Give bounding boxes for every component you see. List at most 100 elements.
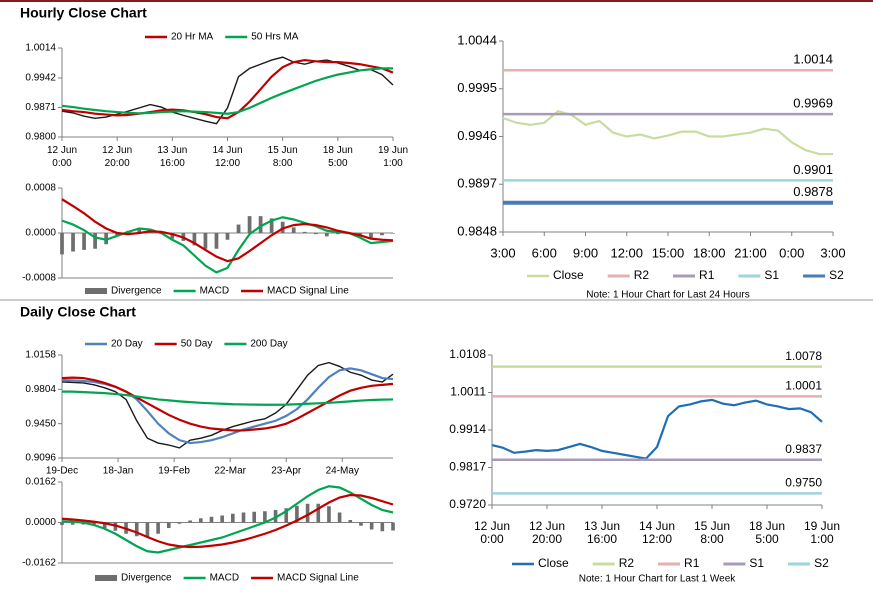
level-label: 0.9837 [785, 442, 822, 456]
divergence-bar [134, 522, 139, 537]
y-tick-label: 0.9946 [457, 128, 497, 143]
divergence-bar [156, 522, 160, 534]
level-label: 1.0001 [785, 379, 822, 393]
y-tick-label: 0.9995 [457, 80, 497, 95]
divergence-bar [337, 512, 342, 523]
x-tick-label: 12:00 [610, 245, 643, 260]
y-tick-label: 1.0108 [449, 347, 486, 361]
section-title: Hourly Close Chart [20, 5, 147, 21]
level-label: 1.0014 [793, 52, 833, 67]
divergence-bar [291, 227, 296, 233]
divergence-bar [284, 508, 289, 523]
series-line [61, 367, 394, 445]
series-line [61, 376, 394, 432]
legend-label: 200 Day [250, 339, 287, 350]
divergence-bar [82, 233, 86, 250]
x-tick-label: 0:00 [779, 245, 804, 260]
x-tick-label: 12 Jun 0:00 [474, 519, 510, 546]
legend-label: R2 [634, 268, 650, 282]
series-line [61, 485, 394, 554]
y-tick-label: 0.9871 [25, 102, 56, 113]
legend-label: 50 Day [181, 339, 213, 350]
x-tick-label: 19 Jun 1:00 [378, 145, 408, 169]
x-tick-label: 12 Jun 20:00 [102, 145, 132, 169]
legend-label: 50 Hrs MA [251, 32, 299, 43]
divergence-bar [302, 231, 307, 233]
legend-label: Close [553, 268, 584, 282]
divergence-bar [358, 233, 362, 236]
series-line [491, 398, 823, 460]
x-tick-label: 13 Jun 16:00 [157, 145, 187, 169]
divergence-bar [231, 513, 235, 523]
x-tick-label: 15:00 [652, 245, 685, 260]
legend-label: R1 [699, 268, 715, 282]
y-tick-label: 0.9450 [25, 418, 56, 429]
divergence-bar [313, 233, 318, 235]
divergence-bar [247, 216, 252, 233]
legend-label: 20 Hr MA [171, 32, 214, 43]
divergence-bar [241, 512, 246, 523]
legend-label: Close [538, 556, 569, 570]
divergence-bar [102, 522, 107, 528]
x-tick-label: 18-Jan [103, 466, 134, 477]
legend-label: S2 [814, 556, 829, 570]
divergence-bar [170, 233, 175, 239]
divergence-bar [192, 233, 197, 246]
legend-label: S1 [764, 268, 779, 282]
x-tick-label: 12 Jun 0:00 [47, 145, 77, 169]
divergence-bar [93, 233, 97, 249]
x-tick-label: 23-Apr [271, 466, 302, 477]
y-tick-label: 0.0000 [25, 228, 56, 239]
divergence-bar [70, 522, 75, 525]
level-label: 0.9750 [785, 476, 822, 490]
y-tick-label: 0.9096 [25, 453, 56, 464]
series-line [61, 67, 393, 115]
divergence-bar [203, 233, 208, 249]
y-tick-label: 1.0014 [25, 43, 56, 54]
y-tick-label: 1.0044 [457, 32, 497, 47]
level-label: 1.0078 [785, 349, 822, 363]
x-tick-label: 14 Jun 12:00 [639, 519, 675, 546]
legend-label: MACD Signal Line [267, 286, 349, 297]
x-tick-label: 3:00 [820, 245, 845, 260]
y-tick-label: 0.0162 [25, 477, 56, 488]
legend-label: R1 [684, 556, 700, 570]
legend-label: 20 Day [111, 339, 143, 350]
divergence-bar [391, 233, 395, 234]
y-tick-label: 0.9800 [25, 132, 56, 143]
divergence-bar [60, 522, 64, 525]
level-label: 0.9901 [793, 162, 833, 177]
y-tick-label: 0.9897 [457, 176, 497, 191]
x-tick-label: 22-Mar [214, 466, 246, 477]
chart-note: Note: 1 Hour Chart for Last 1 Week [579, 574, 737, 585]
divergence-bar [188, 520, 192, 523]
chart-note: Note: 1 Hour Chart for Last 24 Hours [586, 290, 749, 301]
divergence-bar [369, 233, 373, 238]
level-label: 0.9878 [793, 184, 833, 199]
x-tick-label: 19-Dec [46, 466, 78, 477]
divergence-bar [380, 522, 385, 532]
divergence-bar [391, 522, 395, 531]
x-tick-label: 12 Jun 20:00 [529, 519, 565, 546]
x-tick-label: 24-May [326, 466, 359, 477]
divergence-bar [263, 511, 267, 523]
legend-label: S1 [749, 556, 764, 570]
x-tick-label: 19-Feb [158, 466, 190, 477]
legend-swatch [95, 575, 117, 581]
x-tick-label: 19 Jun 1:00 [804, 519, 840, 546]
close-line [61, 361, 394, 449]
x-tick-label: 14 Jun 12:00 [212, 145, 242, 169]
divergence-bar [225, 233, 230, 240]
divergence-bar [324, 233, 329, 237]
divergence-bar [305, 503, 310, 523]
divergence-bar [316, 503, 321, 523]
divergence-bar [269, 218, 274, 233]
series-line [61, 493, 394, 549]
x-tick-label: 18 Jun 5:00 [323, 145, 353, 169]
legend-swatch [85, 288, 107, 294]
y-tick-label: 1.0158 [25, 350, 56, 361]
x-tick-label: 18:00 [693, 245, 726, 260]
divergence-bar [236, 224, 241, 233]
legend-label: Divergence [111, 286, 162, 297]
